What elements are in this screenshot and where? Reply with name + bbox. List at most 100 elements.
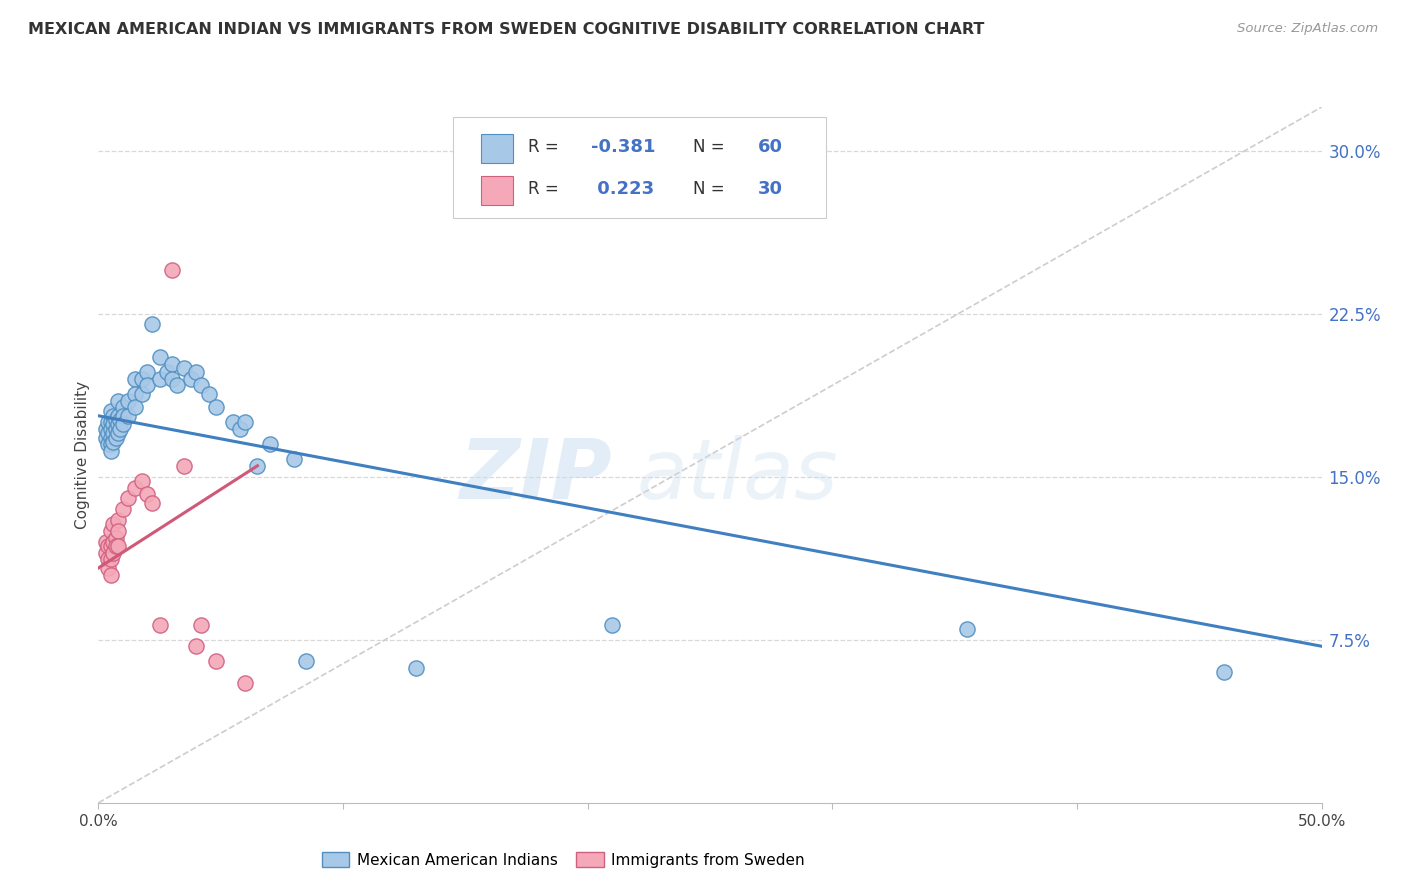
Text: MEXICAN AMERICAN INDIAN VS IMMIGRANTS FROM SWEDEN COGNITIVE DISABILITY CORRELATI: MEXICAN AMERICAN INDIAN VS IMMIGRANTS FR… (28, 22, 984, 37)
Point (104, 422, 127, 436)
Point (104, 413, 127, 427)
Point (283, 452, 305, 467)
Point (136, 378, 159, 392)
Point (136, 365, 159, 379)
Point (141, 318, 163, 332)
Point (100, 422, 122, 436)
Point (94, 431, 117, 445)
Point (190, 378, 212, 392)
Point (186, 365, 208, 379)
Point (131, 372, 153, 386)
Text: 60: 60 (758, 138, 783, 156)
Point (246, 458, 269, 473)
Point (100, 431, 122, 445)
Point (124, 387, 146, 401)
Point (104, 539, 127, 553)
Y-axis label: Cognitive Disability: Cognitive Disability (75, 381, 90, 529)
Point (107, 524, 129, 538)
Legend: Mexican American Indians, Immigrants from Sweden: Mexican American Indians, Immigrants fro… (314, 844, 813, 875)
Point (190, 617, 212, 632)
Point (149, 372, 172, 386)
Point (149, 350, 172, 364)
Point (156, 365, 179, 379)
Point (173, 360, 195, 375)
Point (110, 422, 132, 436)
Point (107, 393, 129, 408)
Point (117, 409, 139, 423)
Text: -0.381: -0.381 (592, 138, 655, 156)
Point (117, 491, 139, 506)
Point (101, 546, 124, 560)
Point (100, 443, 122, 458)
Point (124, 372, 146, 386)
Point (94, 546, 117, 560)
Point (100, 567, 122, 582)
Point (110, 413, 132, 427)
Point (180, 372, 202, 386)
Point (205, 655, 228, 669)
Point (124, 400, 146, 414)
Point (100, 539, 122, 553)
Point (197, 387, 219, 401)
Point (101, 409, 124, 423)
Point (100, 437, 122, 451)
Point (107, 417, 129, 432)
Point (124, 481, 146, 495)
Point (101, 426, 124, 441)
Point (233, 415, 256, 429)
Point (295, 655, 318, 669)
Point (111, 417, 134, 432)
Point (160, 357, 183, 371)
Point (131, 474, 153, 488)
Point (97, 561, 120, 575)
FancyBboxPatch shape (481, 177, 513, 205)
Point (97, 539, 120, 553)
Text: atlas: atlas (637, 435, 838, 516)
Point (956, 622, 979, 636)
Point (117, 393, 139, 408)
Point (205, 400, 228, 414)
Point (97, 415, 120, 429)
Point (107, 426, 129, 441)
Point (104, 431, 127, 445)
Point (97, 426, 120, 441)
Point (101, 434, 124, 449)
Point (173, 458, 195, 473)
Point (233, 676, 256, 690)
Point (405, 661, 427, 675)
Point (101, 417, 124, 432)
Point (107, 513, 129, 527)
Point (100, 415, 122, 429)
Point (160, 263, 183, 277)
FancyBboxPatch shape (481, 134, 513, 163)
Point (141, 496, 163, 510)
Point (100, 552, 122, 566)
Point (101, 517, 124, 532)
Text: R =: R = (527, 138, 564, 156)
Point (107, 409, 129, 423)
Point (160, 372, 183, 386)
Text: R =: R = (527, 179, 564, 198)
Point (111, 502, 134, 516)
Point (136, 487, 159, 501)
Point (229, 422, 252, 436)
Point (186, 639, 208, 653)
Point (94, 422, 117, 436)
Text: N =: N = (693, 138, 730, 156)
Text: N =: N = (693, 179, 730, 198)
Point (97, 552, 120, 566)
Point (259, 437, 281, 451)
Point (111, 400, 134, 414)
Point (600, 617, 623, 632)
Point (101, 535, 124, 549)
FancyBboxPatch shape (453, 118, 827, 219)
Point (97, 437, 120, 451)
Point (111, 409, 134, 423)
Point (104, 531, 127, 545)
Text: Source: ZipAtlas.com: Source: ZipAtlas.com (1237, 22, 1378, 36)
Text: ZIP: ZIP (460, 435, 612, 516)
Point (166, 378, 188, 392)
Point (1212, 665, 1234, 680)
Point (94, 535, 117, 549)
Point (100, 524, 122, 538)
